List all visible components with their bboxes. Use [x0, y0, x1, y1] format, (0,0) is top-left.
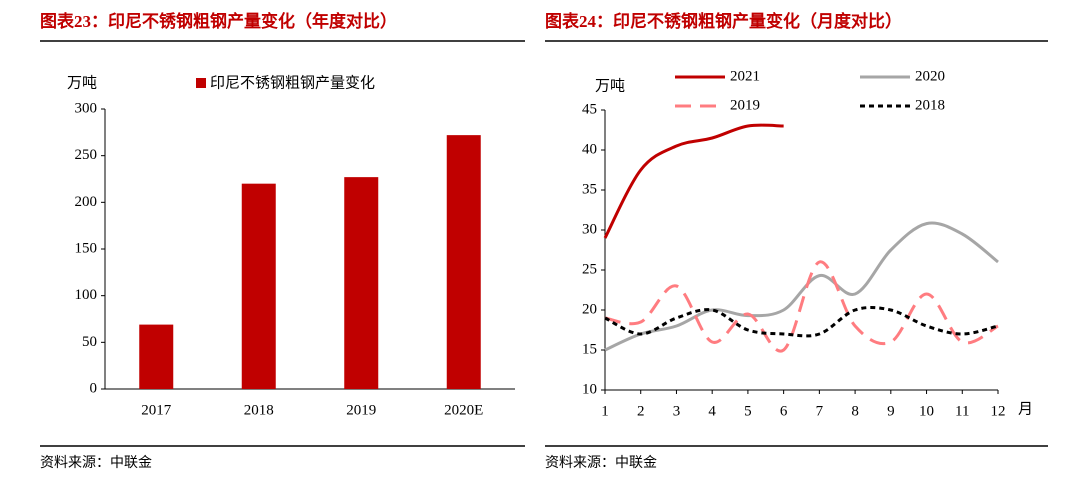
- source: 资料来源：中联金: [545, 455, 657, 471]
- chart-title: 图表23：印尼不锈钢粗钢产量变化（年度对比）: [40, 11, 397, 31]
- x-tick-label: 12: [991, 403, 1006, 419]
- series-line: [604, 260, 999, 353]
- y-tick-label: 20: [582, 301, 597, 317]
- chart-title: 图表24：印尼不锈钢粗钢产量变化（月度对比）: [545, 11, 902, 31]
- x-tick-label: 5: [744, 403, 752, 419]
- y-tick-label: 150: [75, 240, 98, 256]
- y-tick-label: 200: [75, 194, 98, 210]
- y-tick-label: 25: [582, 261, 597, 277]
- y-tick-label: 250: [75, 147, 98, 163]
- x-tick-label: 2020E: [444, 402, 483, 418]
- y-axis-label: 万吨: [67, 74, 97, 91]
- x-tick-label: 6: [780, 403, 788, 419]
- y-tick-label: 10: [582, 381, 597, 397]
- y-tick-label: 50: [82, 334, 97, 350]
- y-tick-label: 15: [582, 341, 597, 357]
- x-tick-label: 8: [851, 403, 859, 419]
- y-tick-label: 300: [75, 100, 98, 116]
- y-axis-label: 万吨: [595, 77, 625, 94]
- legend-label: 2020: [915, 68, 945, 84]
- legend-label: 印尼不锈钢粗钢产量变化: [210, 74, 375, 91]
- bar: [446, 135, 481, 389]
- x-tick-label: 2019: [346, 402, 376, 418]
- legend-swatch: [196, 78, 206, 88]
- x-tick-label: 11: [955, 403, 969, 419]
- y-tick-label: 0: [90, 380, 98, 396]
- x-tick-label: 2018: [244, 402, 274, 418]
- legend-label: 2019: [730, 97, 760, 113]
- x-tick-label: 7: [816, 403, 824, 419]
- y-tick-label: 40: [582, 141, 597, 157]
- bar: [139, 324, 174, 389]
- x-tick-label: 1: [601, 403, 609, 419]
- y-tick-label: 100: [75, 287, 98, 303]
- series-line: [604, 305, 999, 338]
- x-tick-label: 2: [637, 403, 645, 419]
- x-tick-label: 10: [919, 403, 934, 419]
- y-tick-label: 45: [582, 101, 597, 117]
- bar: [344, 177, 379, 389]
- legend-label: 2018: [915, 97, 945, 113]
- x-axis-label: 月: [1018, 401, 1033, 417]
- x-tick-label: 2017: [141, 402, 172, 418]
- legend-label: 2021: [730, 68, 760, 84]
- x-tick-label: 9: [887, 403, 895, 419]
- y-tick-label: 35: [582, 181, 597, 197]
- series-line: [603, 123, 784, 239]
- x-tick-label: 4: [708, 403, 716, 419]
- x-tick-label: 3: [673, 403, 681, 419]
- bar: [241, 183, 276, 389]
- series-line: [604, 221, 999, 352]
- source: 资料来源：中联金: [40, 455, 152, 471]
- y-tick-label: 30: [582, 221, 597, 237]
